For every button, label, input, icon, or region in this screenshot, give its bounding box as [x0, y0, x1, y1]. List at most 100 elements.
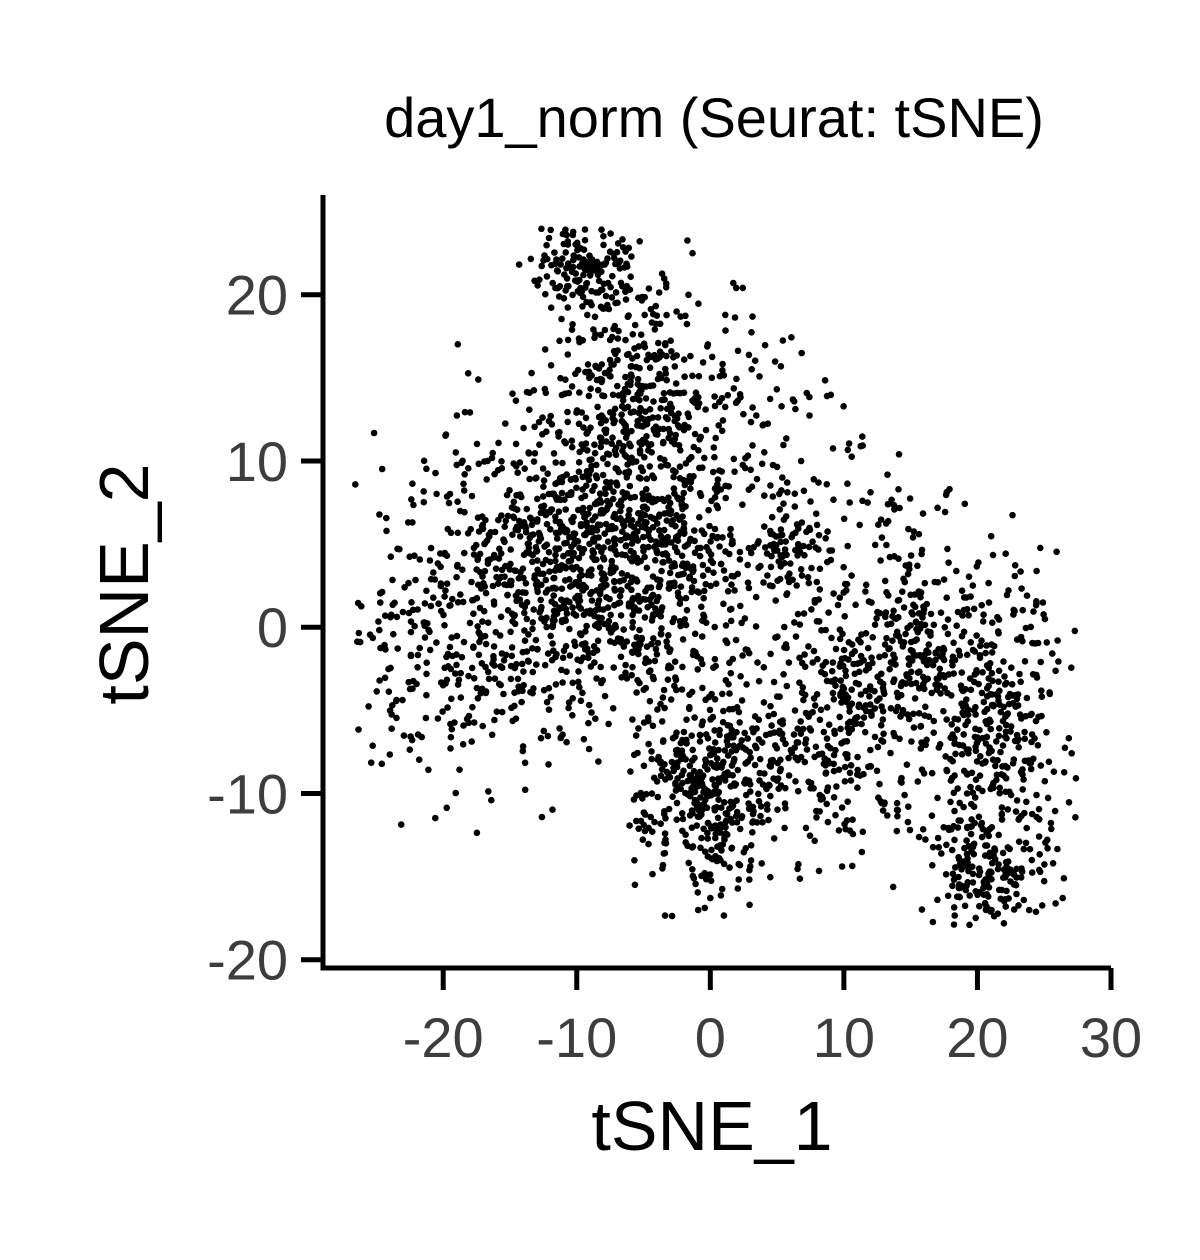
data-point — [798, 572, 806, 579]
data-point — [707, 894, 714, 902]
data-point — [544, 650, 552, 657]
data-point — [497, 573, 505, 581]
data-point — [1030, 608, 1037, 615]
data-point — [542, 511, 550, 519]
data-point — [612, 350, 619, 358]
data-point — [864, 499, 871, 506]
data-point — [657, 405, 664, 412]
data-point — [1004, 870, 1011, 877]
data-point — [925, 641, 933, 648]
data-point — [545, 706, 553, 713]
data-point — [553, 535, 561, 542]
data-point — [580, 271, 587, 279]
data-point — [658, 718, 666, 725]
data-point — [460, 480, 467, 488]
data-point — [720, 567, 728, 574]
data-point — [555, 495, 562, 502]
data-point — [971, 794, 979, 801]
data-point — [977, 821, 985, 829]
data-point — [597, 521, 604, 529]
data-point — [529, 625, 536, 633]
data-point — [783, 682, 791, 690]
data-point — [996, 789, 1003, 797]
data-point — [1045, 758, 1053, 766]
data-point — [636, 238, 643, 245]
data-point — [544, 732, 552, 740]
data-point — [534, 495, 541, 503]
data-point — [711, 402, 719, 410]
data-point — [968, 823, 975, 830]
data-point — [673, 816, 680, 823]
data-point — [995, 616, 1003, 623]
data-point — [940, 707, 947, 715]
data-point — [543, 520, 551, 528]
data-point — [998, 804, 1006, 811]
data-point — [995, 630, 1002, 637]
data-point — [635, 294, 642, 302]
data-point — [963, 709, 970, 717]
data-point — [719, 417, 727, 424]
data-point — [665, 494, 672, 502]
data-point — [504, 607, 512, 614]
data-point — [652, 302, 660, 310]
data-point — [666, 569, 674, 577]
data-point — [982, 649, 989, 657]
data-point — [659, 694, 667, 701]
data-point — [955, 884, 963, 892]
data-point — [843, 817, 851, 824]
data-point — [711, 696, 719, 703]
data-point — [1017, 568, 1024, 575]
data-point — [942, 871, 950, 878]
data-point — [867, 489, 874, 496]
data-point — [915, 610, 923, 617]
data-point — [610, 488, 617, 496]
data-point — [714, 790, 722, 797]
data-point — [949, 653, 957, 661]
data-point — [457, 669, 465, 677]
data-point — [830, 760, 837, 768]
data-point — [543, 623, 550, 631]
data-point — [704, 835, 711, 842]
data-point — [944, 545, 951, 553]
data-point — [707, 715, 715, 723]
data-point — [1036, 816, 1043, 823]
data-point — [650, 425, 658, 433]
data-point — [659, 559, 666, 566]
data-point — [940, 644, 947, 652]
data-point — [665, 632, 672, 639]
data-point — [598, 548, 605, 555]
data-point — [376, 677, 383, 684]
data-point — [587, 466, 594, 474]
data-point — [712, 783, 719, 790]
data-point — [833, 783, 840, 790]
data-point — [388, 711, 396, 718]
data-point — [799, 684, 807, 691]
data-point — [447, 745, 454, 752]
data-point — [655, 753, 662, 761]
data-point — [476, 604, 484, 612]
data-point — [794, 787, 802, 795]
data-points — [352, 225, 1080, 929]
data-point — [929, 862, 936, 869]
data-point — [900, 604, 908, 611]
data-point — [622, 373, 629, 381]
data-point — [563, 738, 570, 746]
data-point — [620, 392, 627, 399]
data-point — [680, 570, 687, 578]
data-point — [1048, 825, 1055, 833]
data-point — [408, 599, 415, 606]
data-point — [521, 637, 529, 644]
data-point — [904, 624, 911, 632]
data-point — [737, 602, 744, 610]
data-point — [965, 573, 973, 580]
data-point — [430, 594, 437, 601]
data-point — [552, 681, 560, 688]
data-point — [864, 644, 872, 652]
data-point — [376, 626, 383, 634]
data-point — [475, 528, 483, 535]
data-point — [532, 475, 539, 482]
data-point — [636, 364, 643, 372]
data-point — [521, 786, 529, 794]
data-point — [823, 481, 831, 488]
data-point — [884, 471, 891, 479]
